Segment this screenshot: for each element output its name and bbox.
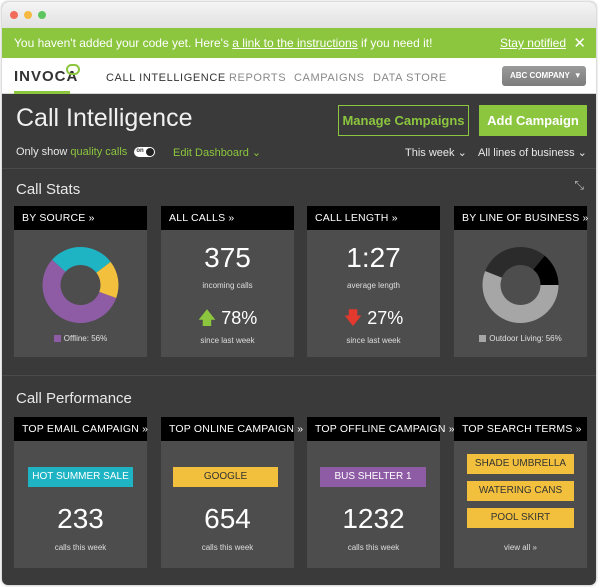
online-campaign-sub: calls this week — [201, 543, 254, 552]
by-source-donut — [42, 247, 119, 323]
email-campaign-header[interactable]: TOP EMAIL CAMPAIGN » — [14, 417, 148, 441]
line-slice-1 — [485, 247, 545, 278]
legend-swatch — [53, 335, 61, 343]
offline-campaign-value: 1232 — [342, 503, 405, 534]
change-value: 78% — [221, 308, 258, 328]
search-terms-card: TOP SEARCH TERMS » SHADE UMBRELLA WATERI… — [454, 417, 587, 568]
all-calls-header[interactable]: ALL CALLS » — [161, 206, 294, 230]
section-divider — [2, 168, 596, 169]
minimize-window-dot[interactable] — [24, 11, 32, 19]
expand-icon[interactable]: ⤡ — [574, 178, 584, 192]
line-slice-2 — [533, 255, 559, 285]
toggle-label: on — [136, 148, 144, 155]
instructions-link[interactable]: a link to the instructions — [232, 36, 358, 50]
business-dropdown[interactable]: All lines of business ⌄ — [478, 147, 587, 159]
call-length-header[interactable]: CALL LENGTH » — [307, 206, 440, 230]
source-slice-2 — [96, 261, 119, 298]
legend-swatch — [479, 335, 487, 343]
email-campaign-tag[interactable]: HOT SUMMER SALE — [28, 467, 133, 487]
toggle-knob — [146, 148, 155, 157]
nav-campaigns[interactable]: CAMPAIGNS — [294, 72, 365, 84]
search-term-tag[interactable]: POOL SKIRT — [467, 508, 574, 528]
quality-calls-toggle[interactable]: on — [134, 147, 156, 158]
offline-campaign-tag[interactable]: BUS SHELTER 1 — [320, 467, 426, 487]
line-slice-0 — [482, 271, 559, 323]
all-calls-value: 375 — [204, 242, 251, 273]
all-calls-since: since last week — [200, 336, 255, 345]
search-term-tag[interactable]: SHADE UMBRELLA — [467, 454, 574, 474]
all-calls-change: 🡅 78% — [161, 306, 294, 336]
manage-campaigns-button[interactable]: Manage Campaigns — [338, 105, 469, 136]
window-titlebar — [2, 2, 596, 28]
logo-underline — [14, 91, 70, 94]
setup-banner: You haven't added your code yet. Here's … — [2, 28, 596, 58]
by-source-header[interactable]: BY SOURCE » — [14, 206, 147, 230]
close-window-dot[interactable] — [10, 11, 18, 19]
nav-data-store[interactable]: DATA STORE — [373, 72, 447, 84]
nav-call-intelligence[interactable]: CALL INTELLIGENCE — [106, 72, 226, 84]
by-line-legend: Outdoor Living: 56% — [454, 334, 587, 343]
by-source-card: BY SOURCE » Offline: 56% — [14, 206, 147, 357]
period-dropdown[interactable]: This week ⌄ — [405, 147, 467, 159]
call-length-change: 🡇 27% — [307, 306, 440, 336]
page-title: Call Intelligence — [16, 104, 193, 132]
legend-text: Outdoor Living: 56% — [489, 334, 562, 343]
email-campaign-sub: calls this week — [54, 543, 107, 552]
call-length-sub: average length — [347, 281, 400, 290]
invoca-logo[interactable]: INVOCA — [14, 68, 79, 85]
call-performance-title: Call Performance — [16, 390, 132, 407]
quality-calls-filter: Only show quality calls on — [16, 146, 156, 158]
banner-text-start: You haven't added your code yet. Here's — [14, 36, 233, 50]
all-calls-sub: incoming calls — [202, 281, 253, 290]
online-campaign-value: 654 — [204, 503, 251, 534]
offline-campaign-sub: calls this week — [347, 543, 400, 552]
online-campaign-card: TOP ONLINE CAMPAIGN » GOOGLE 654 calls t… — [161, 417, 303, 568]
email-campaign-card: TOP EMAIL CAMPAIGN » HOT SUMMER SALE 233… — [14, 417, 148, 568]
change-value: 27% — [367, 308, 404, 328]
by-source-legend: Offline: 56% — [14, 334, 147, 343]
call-stats-title: Call Stats — [16, 181, 81, 198]
call-length-since: since last week — [346, 336, 401, 345]
banner-text-end: if you need it! — [357, 36, 433, 50]
company-name: ABC COMPANY — [510, 71, 570, 80]
offline-campaign-card: TOP OFFLINE CAMPAIGN » BUS SHELTER 1 123… — [307, 417, 455, 568]
all-calls-card: ALL CALLS » 375 incoming calls 🡅 78% sin… — [161, 206, 294, 357]
banner-message: You haven't added your code yet. Here's … — [14, 36, 432, 50]
online-campaign-header[interactable]: TOP ONLINE CAMPAIGN » — [161, 417, 303, 441]
online-campaign-tag[interactable]: GOOGLE — [173, 467, 278, 487]
arrow-up-icon: 🡅 — [197, 308, 217, 328]
offline-campaign-header[interactable]: TOP OFFLINE CAMPAIGN » — [307, 417, 455, 441]
search-terms-header[interactable]: TOP SEARCH TERMS » — [454, 417, 587, 441]
logo-bubble-icon — [66, 64, 80, 75]
chevron-down-icon: ▾ — [575, 70, 580, 80]
only-show-label: Only show — [16, 146, 68, 158]
email-campaign-value: 233 — [57, 503, 104, 534]
view-all-link[interactable]: view all » — [504, 543, 537, 552]
edit-dashboard-link[interactable]: Edit Dashboard ⌄ — [173, 147, 262, 159]
arrow-down-icon: 🡇 — [343, 308, 363, 328]
by-line-header[interactable]: BY LINE OF BUSINESS » — [454, 206, 588, 230]
legend-text: Offline: 56% — [63, 334, 108, 343]
quality-calls-link[interactable]: quality calls — [70, 146, 128, 158]
stay-notified-link[interactable]: Stay notified — [499, 36, 566, 50]
call-length-card: CALL LENGTH » 1:27 average length 🡇 27% … — [307, 206, 440, 357]
top-nav: INVOCA CALL INTELLIGENCE REPORTS CAMPAIG… — [2, 58, 596, 94]
call-length-value: 1:27 — [346, 242, 401, 273]
maximize-window-dot[interactable] — [38, 11, 46, 19]
by-line-donut — [482, 247, 559, 323]
source-slice-1 — [52, 247, 111, 273]
section-divider — [2, 375, 596, 376]
nav-reports[interactable]: REPORTS — [229, 72, 287, 84]
source-slice-0 — [42, 259, 117, 323]
by-line-card: BY LINE OF BUSINESS » Outdoor Living: 56… — [454, 206, 588, 357]
add-campaign-button[interactable]: Add Campaign — [479, 105, 587, 136]
company-dropdown[interactable]: ABC COMPANY ▾ — [502, 66, 586, 86]
close-icon[interactable]: ✕ — [573, 35, 586, 52]
search-term-tag[interactable]: WATERING CANS — [467, 481, 574, 501]
